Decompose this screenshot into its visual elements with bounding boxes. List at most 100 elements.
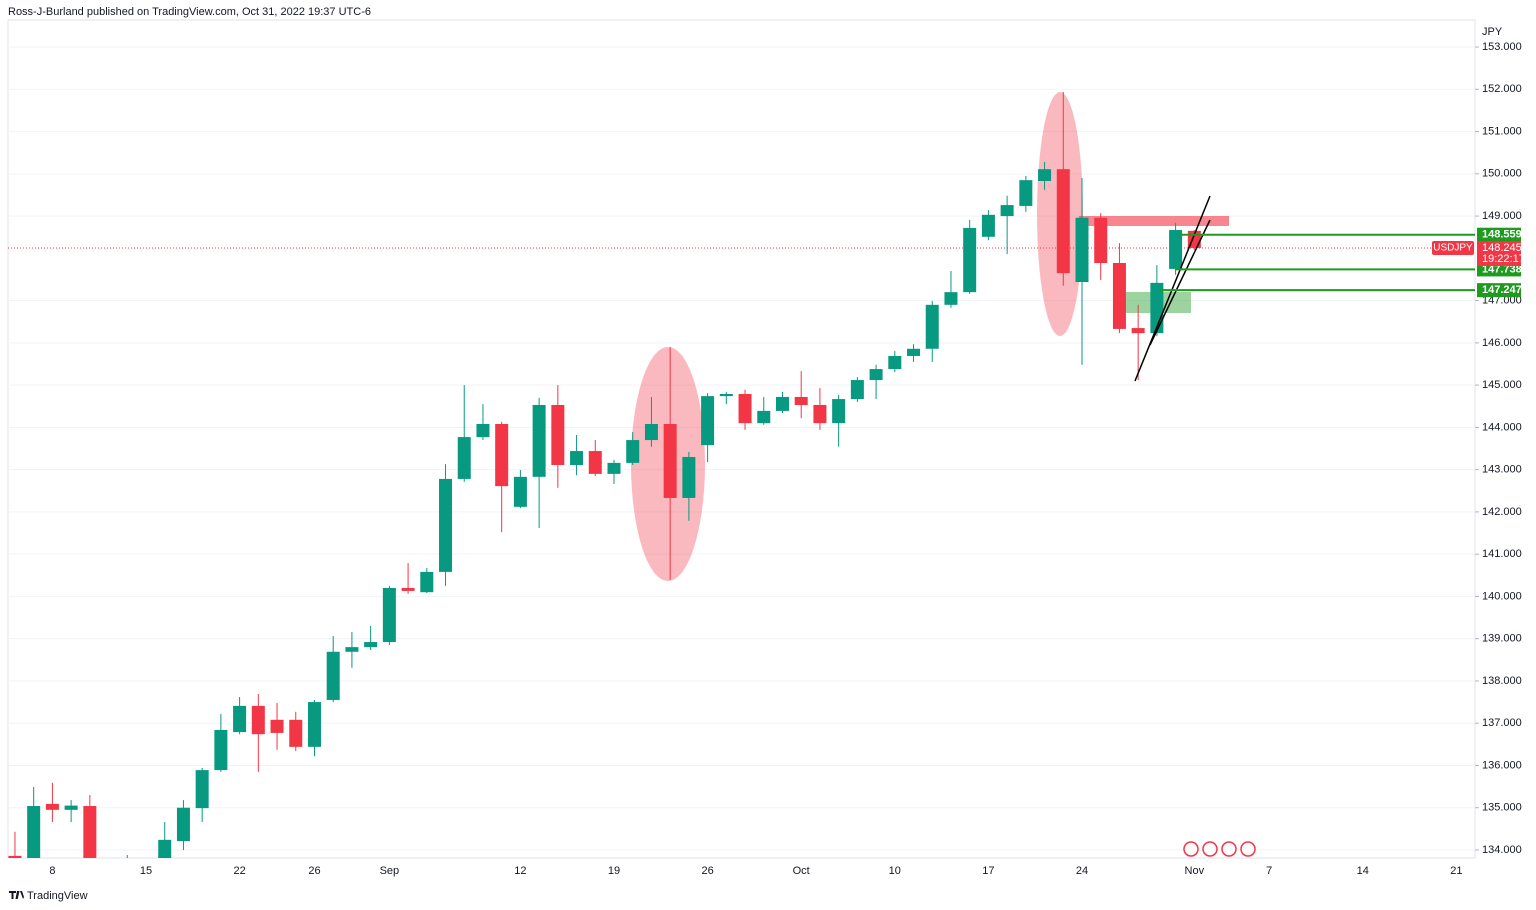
candle-body — [907, 348, 921, 356]
y-tick-label: 136.000 — [1482, 759, 1522, 771]
candle-body — [850, 380, 864, 400]
candle-body — [944, 292, 958, 305]
y-tick-label: 140.000 — [1482, 590, 1522, 602]
trend-line — [1149, 219, 1211, 346]
candle-body — [457, 437, 471, 479]
candle-body — [64, 805, 78, 810]
resistance-zone — [1079, 216, 1229, 226]
candle-body — [270, 719, 284, 733]
flags — [1183, 841, 1256, 857]
candle-body — [981, 214, 995, 237]
candle-body — [1056, 169, 1070, 274]
candle-body — [963, 227, 977, 293]
candle-body — [532, 404, 546, 477]
y-tick-label: 141.000 — [1482, 548, 1522, 560]
candle-body — [45, 803, 59, 810]
x-tick-label: 24 — [1076, 865, 1088, 877]
currency-label: JPY — [1482, 26, 1503, 38]
candle-body — [420, 571, 434, 593]
candle-body — [682, 456, 696, 498]
y-tick-label: 146.000 — [1482, 337, 1522, 349]
candle-body — [1019, 180, 1033, 206]
candle-body — [345, 647, 359, 652]
candle-body — [757, 410, 771, 424]
candle-body — [27, 806, 41, 858]
candle-body — [570, 451, 584, 465]
trend-line — [1134, 195, 1211, 382]
candle-body — [551, 404, 565, 465]
candle-body — [1112, 262, 1126, 329]
x-tick-label: 8 — [49, 865, 55, 877]
level-label: 147.247 — [1482, 284, 1522, 296]
candle-body — [495, 423, 509, 487]
y-tick-label: 149.000 — [1482, 210, 1522, 222]
candle-body — [813, 404, 827, 424]
plot-border — [7, 19, 1476, 859]
candle-body — [719, 393, 733, 397]
candle-body — [214, 729, 228, 771]
candle-body — [775, 396, 789, 411]
candle-body — [195, 770, 209, 809]
candle-body — [513, 476, 527, 507]
candle-body — [158, 839, 172, 858]
candle-body — [888, 355, 902, 370]
y-tick-label: 134.000 — [1482, 844, 1522, 856]
candle-body — [251, 705, 265, 735]
candle-body — [663, 423, 677, 498]
candle-body — [1075, 217, 1089, 283]
candle-body — [8, 855, 22, 858]
candle-body — [701, 396, 715, 446]
candle-body — [1094, 217, 1108, 263]
y-tick-label: 137.000 — [1482, 717, 1522, 729]
level-label: 147.738 — [1482, 263, 1522, 275]
level-label: 148.559 — [1482, 229, 1522, 241]
candle-body — [869, 369, 883, 381]
candle-body — [326, 651, 340, 700]
candle-body — [83, 806, 97, 858]
x-tick-label: 10 — [889, 865, 901, 877]
x-tick-label: 17 — [982, 865, 994, 877]
candle-body — [925, 304, 939, 349]
candle-body — [1169, 230, 1183, 269]
y-tick-label: 143.000 — [1482, 464, 1522, 476]
x-tick-label: 22 — [233, 865, 245, 877]
candle-body — [738, 393, 752, 424]
x-tick-label: 26 — [701, 865, 713, 877]
level-label-bg — [1477, 283, 1521, 298]
candle-body — [1000, 205, 1014, 217]
x-tick-label: 7 — [1266, 865, 1272, 877]
candle-body — [1131, 328, 1145, 334]
y-tick-label: 138.000 — [1482, 675, 1522, 687]
x-tick-label: 14 — [1357, 865, 1369, 877]
y-tick-label: 151.000 — [1482, 125, 1522, 137]
candle-body — [289, 719, 303, 747]
candle-body — [476, 423, 490, 438]
y-tick-label: 142.000 — [1482, 506, 1522, 518]
x-tick-label: 26 — [308, 865, 320, 877]
current-price-bg — [1477, 240, 1521, 266]
y-tick-label: 147.000 — [1482, 295, 1522, 307]
candle-body — [794, 396, 808, 405]
x-tick-label: Sep — [380, 865, 400, 877]
candle-body — [176, 807, 190, 842]
y-tick-label: 135.000 — [1482, 802, 1522, 814]
symbol-label-bg — [1432, 240, 1474, 255]
brand: TradingView — [27, 890, 88, 902]
candle-body — [607, 462, 621, 474]
x-tick-label: Oct — [793, 865, 810, 877]
x-tick-label: Nov — [1185, 865, 1205, 877]
current-price-label: 148.245 — [1482, 242, 1522, 254]
y-tick-label: 153.000 — [1482, 41, 1522, 53]
x-tick-label: 21 — [1450, 865, 1462, 877]
candle-body — [832, 399, 846, 424]
x-tick-label: 12 — [514, 865, 526, 877]
candle-body — [382, 587, 396, 643]
brand-logo — [9, 891, 24, 899]
countdown-label: 19:22:17 — [1482, 253, 1525, 265]
candle-body — [307, 702, 321, 747]
y-tick-label: 144.000 — [1482, 421, 1522, 433]
candle-body — [1038, 169, 1052, 182]
candle-body — [626, 440, 640, 463]
